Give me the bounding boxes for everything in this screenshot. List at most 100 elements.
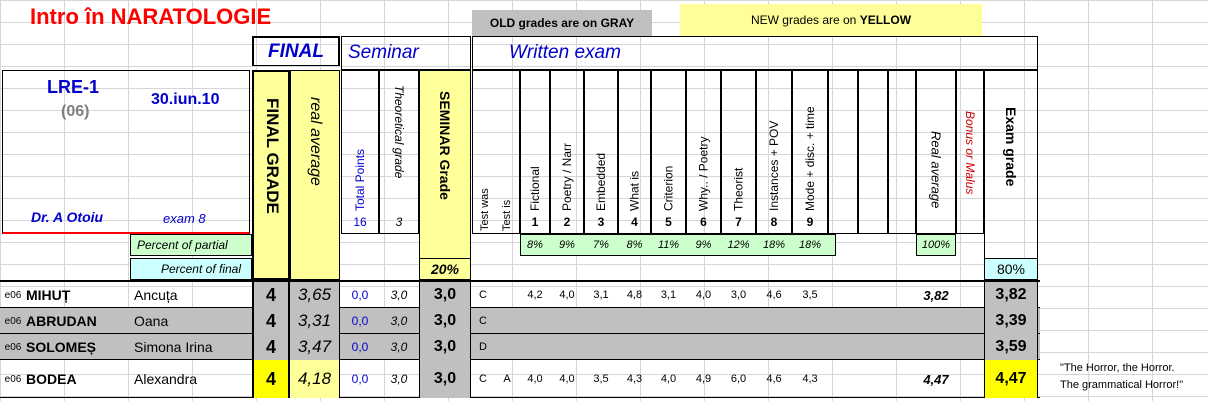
seminar-grade: 3,0 xyxy=(419,308,471,334)
real-average: 4,18 xyxy=(290,360,340,398)
empty-column-header xyxy=(828,70,858,234)
theoretical-grade: 3,0 xyxy=(390,288,408,302)
total-points: 0,0 xyxy=(351,288,369,302)
header-divider xyxy=(0,280,1040,282)
exam-date: 30.iun.10 xyxy=(151,91,220,108)
item-label-9: Mode + disc. + time xyxy=(803,106,817,211)
item-score-2: 4,0 xyxy=(559,289,575,301)
sheet-title: Intro în NARATOLOGIE xyxy=(30,4,272,29)
quote-line-1: "The Horror, the Horror. xyxy=(1060,362,1175,374)
item-score-8: 4,6 xyxy=(766,373,782,385)
item-header-9: Mode + disc. + time 9 xyxy=(792,70,828,234)
item-score-8: 4,6 xyxy=(766,289,782,301)
partial-percent-6: 9% xyxy=(695,239,712,251)
total-points: 0,0 xyxy=(351,340,369,354)
item-score-5 xyxy=(651,334,686,360)
partial-percent-5: 11% xyxy=(657,239,680,251)
item-score-9: 3,5 xyxy=(802,289,818,301)
item-number-2: 2 xyxy=(563,215,571,229)
final-grade-header: FINAL GRADE xyxy=(252,70,290,280)
item-label-6: Why.. / Poetry xyxy=(696,136,711,211)
new-grades-note: NEW grades are on YELLOW xyxy=(680,4,982,36)
percent-partial-band xyxy=(520,234,836,256)
item-label-3: Embedded xyxy=(594,152,608,211)
new-note-bold: YELLOW xyxy=(859,13,912,27)
total-points: 0,0 xyxy=(351,314,369,328)
real-average-label: real average xyxy=(307,97,324,186)
exam-grade-header: Exam grade xyxy=(984,70,1038,260)
exam-grade: 3,82 xyxy=(984,282,1038,308)
final-grade: 4 xyxy=(252,360,290,398)
item-header-4: What is 4 xyxy=(618,70,651,234)
percent-partial-real: 100% xyxy=(916,234,956,256)
item-number-7: 7 xyxy=(735,215,742,229)
table-row[interactable] xyxy=(0,360,1040,398)
exam-grade-label: Exam grade xyxy=(1003,107,1019,187)
test-is: A xyxy=(503,373,511,385)
seminar-grade-label: SEMINAR Grade xyxy=(437,91,453,200)
group-label: LRE-1 xyxy=(47,77,100,97)
item-score-2 xyxy=(550,334,584,360)
student-first-name: Simona Irina xyxy=(134,339,213,355)
item-number-8: 8 xyxy=(770,215,778,229)
theoretical-grade-label: Theoretical grade xyxy=(392,85,406,179)
item-score-6 xyxy=(686,334,721,360)
item-header-7: Theorist 7 xyxy=(721,70,756,234)
test-is xyxy=(498,334,516,360)
test-was: C xyxy=(479,373,487,385)
final-grade: 4 xyxy=(252,308,290,334)
item-header-3: Embedded 3 xyxy=(584,70,618,234)
real-average-header: real average xyxy=(290,70,340,280)
item-score-1 xyxy=(520,308,550,334)
item-label-5: Criterion xyxy=(661,165,676,211)
item-header-5: Criterion 5 xyxy=(651,70,686,234)
student-code: e06 xyxy=(4,315,22,327)
item-score-1 xyxy=(520,334,550,360)
item-score-9: 4,3 xyxy=(802,373,818,385)
student-code: e06 xyxy=(4,373,22,385)
item-label-7: Theorist xyxy=(731,167,746,211)
item-number-5: 5 xyxy=(665,215,672,229)
percent-final-exam: 80% xyxy=(984,258,1038,280)
item-label-1: Fictional xyxy=(528,166,542,211)
item-score-6: 4,0 xyxy=(695,289,712,301)
final-grade: 4 xyxy=(252,282,290,308)
item-label-8: Instances + POV xyxy=(767,120,781,211)
table-row[interactable] xyxy=(0,282,1040,308)
old-grades-note: OLD grades are on GRAY xyxy=(472,10,652,36)
exam-real-average: 3,82 xyxy=(923,287,949,303)
percent-final-seminar: 20% xyxy=(419,258,471,280)
theoretical-grade-header: Theoretical grade 3 xyxy=(379,70,419,234)
total-points-header: Total Points 16 xyxy=(341,70,379,234)
partial-percent-9: 18% xyxy=(798,239,822,251)
header-final: FINAL xyxy=(252,36,340,66)
percent-final-label: Percent of final xyxy=(130,258,252,280)
item-score-7: 3,0 xyxy=(730,289,747,301)
table-row[interactable] xyxy=(0,334,1040,360)
exam-number: exam 8 xyxy=(163,211,206,226)
item-number-9: 9 xyxy=(806,215,814,229)
student-first-name: Alexandra xyxy=(134,371,198,387)
item-score-3: 3,1 xyxy=(593,289,609,301)
exam-real-average-header: Real average xyxy=(916,70,956,234)
item-score-5: 4,0 xyxy=(660,373,677,385)
exam-real-average: 4,47 xyxy=(923,371,949,387)
item-score-2: 4,0 xyxy=(559,373,575,385)
exam-grade: 4,47 xyxy=(984,360,1038,398)
item-score-4 xyxy=(618,334,651,360)
item-score-4: 4,3 xyxy=(626,373,643,385)
item-score-3: 3,5 xyxy=(593,373,609,385)
total-points: 0,0 xyxy=(351,372,369,386)
test-was-is-header: Test was Test is xyxy=(472,70,520,234)
table-row[interactable] xyxy=(0,308,1040,334)
item-label-2: Poetry / Narr xyxy=(560,142,574,211)
partial-percent-7: 12% xyxy=(727,239,750,251)
partial-percent-3: 7% xyxy=(593,239,609,251)
item-score-1: 4,2 xyxy=(527,289,543,301)
student-last-name: MIHUȚ xyxy=(26,287,71,303)
student-code: e06 xyxy=(4,341,22,353)
exam-grade: 3,59 xyxy=(984,334,1038,360)
student-last-name: SOLOMEȘ xyxy=(26,339,97,355)
item-label-4: What is xyxy=(627,170,642,211)
header-seminar: Seminar xyxy=(341,36,471,70)
